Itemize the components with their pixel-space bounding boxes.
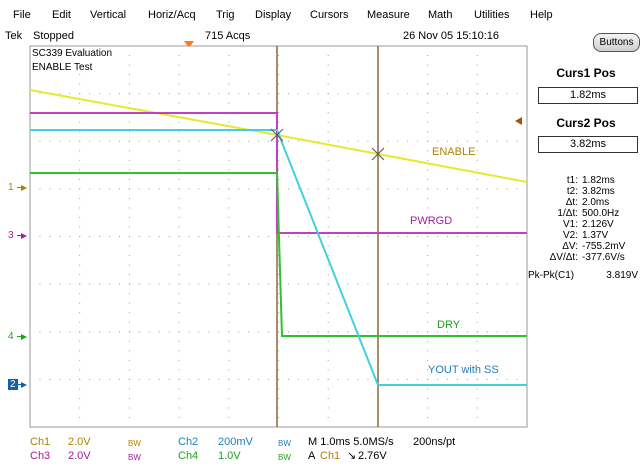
readout-t2: t2: 3.82ms (566, 186, 615, 197)
menu-display[interactable]: Display (255, 9, 292, 21)
readout-v1: V1: 2.126V (562, 219, 614, 230)
ch2-ground-marker[interactable]: 2 (8, 379, 34, 391)
trigger-position-icon[interactable] (184, 41, 194, 48)
trigger-mode[interactable]: A (308, 450, 316, 462)
curs1-pos-title: Curs1 Pos (556, 66, 616, 80)
menu-bar: File Edit Vertical Horiz/Acq Trig Displa… (0, 0, 642, 26)
menu-cursors[interactable]: Cursors (310, 9, 349, 21)
overlay-line-2: ENABLE Test (32, 62, 93, 73)
ch1-scale[interactable]: 2.0V (68, 436, 91, 448)
datetime: 26 Nov 05 15:10:16 (403, 30, 500, 42)
curs1-pos-field[interactable]: 1.82ms (538, 87, 638, 104)
menu-utilities[interactable]: Utilities (474, 9, 510, 21)
ch4-scale[interactable]: 1.0V (218, 450, 241, 462)
curs2-pos-title: Curs2 Pos (556, 116, 616, 130)
resolution: 200ns/pt (413, 436, 456, 448)
ch2-label[interactable]: Ch2 (178, 436, 199, 448)
ch1-bw-icon: BW (128, 439, 141, 448)
ch3-bw-icon: BW (128, 453, 141, 462)
measurement-value: 3.819V (606, 270, 638, 281)
menu-horiz-acq[interactable]: Horiz/Acq (148, 9, 196, 21)
dry-label: DRY (437, 319, 461, 331)
yout-label: YOUT with SS (428, 364, 499, 376)
ch2-bw-icon: BW (278, 439, 291, 448)
ch4-ground-marker[interactable]: 4 (8, 331, 34, 343)
ch1-label[interactable]: Ch1 (30, 436, 51, 448)
cursor2-marker (371, 147, 385, 161)
menu-measure[interactable]: Measure (367, 9, 410, 21)
menu-vertical[interactable]: Vertical (90, 9, 127, 21)
pwrgd-label: PWRGD (410, 215, 453, 227)
buttons-button[interactable]: Buttons (593, 33, 640, 52)
menu-file[interactable]: File (13, 9, 31, 21)
readout-t1: t1: 1.82ms (566, 175, 615, 186)
trigger-level[interactable]: 2.76V (358, 450, 387, 462)
readout-freq: 1/Δt: 500.0Hz (557, 208, 620, 219)
acquisition-count: 715 Acqs (205, 30, 251, 42)
run-state[interactable]: Stopped (33, 30, 74, 42)
ch3-scale[interactable]: 2.0V (68, 450, 91, 462)
ch4-label[interactable]: Ch4 (178, 450, 199, 462)
ref-level-arrow-icon[interactable] (515, 117, 522, 125)
menu-edit[interactable]: Edit (52, 9, 71, 21)
ch3-ground-marker[interactable]: 3 (8, 230, 34, 242)
timebase[interactable]: M 1.0ms 5.0MS/s (308, 436, 394, 448)
ch2-scale[interactable]: 200mV (218, 436, 253, 448)
curs2-pos-field[interactable]: 3.82ms (538, 136, 638, 153)
readout-dv: ΔV: -755.2mV (562, 241, 626, 252)
overlay-line-1: SC339 Evaluation (32, 48, 113, 59)
menu-math[interactable]: Math (428, 9, 453, 21)
ch4-dry-trace (30, 172, 527, 337)
readout-dvdt: ΔV/Δt: -377.6V/s (549, 252, 625, 263)
readout-dt: Δt: 2.0ms (565, 197, 610, 208)
readout-v2: V2: 1.37V (562, 230, 609, 241)
trigger-slope-icon[interactable]: ↘ (347, 450, 357, 462)
cursor1-marker (270, 128, 284, 142)
cursor-readout: t1: 1.82ms t2: 3.82ms Δt: 2.0ms 1/Δt: 500.0H… (528, 175, 640, 263)
ch3-label[interactable]: Ch3 (30, 450, 51, 462)
status-bar: Tek Stopped 715 Acqs 26 Nov 05 15:10:16 (0, 26, 642, 46)
ch4-bw-icon: BW (278, 453, 291, 462)
enable-label: ENABLE (432, 146, 476, 158)
trigger-source[interactable]: Ch1 (320, 450, 341, 462)
menu-trig[interactable]: Trig (216, 9, 235, 21)
ch2-yout-trace (30, 129, 527, 386)
brand-label: Tek (5, 30, 23, 42)
menu-help[interactable]: Help (530, 9, 553, 21)
measurement-pkpk[interactable]: Pk-Pk(C1) 3.819V (528, 270, 640, 281)
ch1-ground-marker[interactable]: 1 (8, 182, 34, 194)
measurement-label: Pk-Pk(C1) (528, 270, 575, 281)
